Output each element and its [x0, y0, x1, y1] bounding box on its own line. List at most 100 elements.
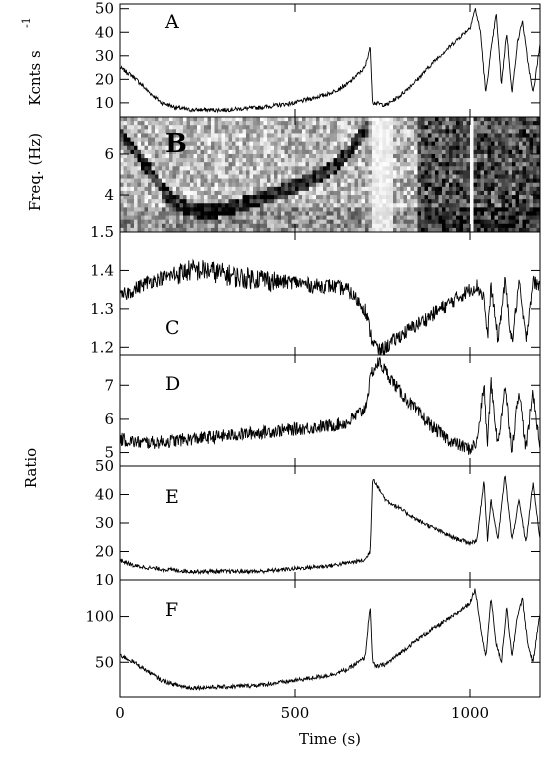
spectrum-cell [130, 190, 135, 196]
spectrum-cell [253, 219, 257, 225]
spectrum-cell [263, 203, 268, 208]
spectrum-cell [183, 158, 187, 163]
spectrum-cell [190, 186, 194, 192]
spectrum-cell [393, 203, 397, 208]
spectrum-cell [151, 211, 156, 216]
spectrum-cell [515, 190, 520, 196]
spectrum-cell [235, 170, 240, 175]
spectrum-cell [323, 133, 327, 138]
spectrum-cell [221, 178, 226, 184]
spectrum-cell [498, 178, 502, 184]
spectrum-cell [424, 174, 429, 180]
spectrum-cell [295, 166, 299, 171]
spectrum-cell [319, 166, 324, 171]
spectrum-cell [211, 141, 215, 147]
spectrum-cell [225, 207, 229, 212]
spectrum-cell [494, 207, 499, 212]
spectrum-cell [508, 186, 513, 192]
spectrum-cell [347, 141, 352, 147]
spectrum-cell [442, 207, 446, 212]
spectrum-cell [389, 137, 394, 143]
spectrum-cell [179, 227, 184, 232]
spectrum-cell [221, 211, 226, 216]
spectrum-cell [263, 186, 268, 192]
spectrum-cell [512, 182, 516, 188]
spectrum-cell [130, 199, 135, 204]
spectrum-cell [410, 182, 415, 188]
spectrum-cell [519, 203, 523, 208]
spectrum-cell [270, 137, 275, 143]
spectrum-cell [463, 203, 467, 208]
spectrum-cell [323, 158, 327, 163]
spectrum-cell [456, 178, 460, 184]
spectrum-cell [148, 178, 152, 184]
spectrum-cell [501, 117, 506, 122]
spectrum-cell [253, 215, 257, 221]
spectrum-cell [123, 129, 128, 134]
spectrum-cell [449, 125, 453, 130]
spectrum-cell [144, 186, 149, 192]
spectrum-cell [186, 133, 191, 138]
spectrum-cell [288, 215, 292, 221]
spectrum-cell [193, 203, 198, 208]
spectrum-cell [246, 190, 250, 196]
spectrum-cell [372, 223, 376, 229]
spectrum-cell [263, 141, 268, 147]
spectrum-cell [449, 153, 453, 159]
spectrum-cell [260, 203, 264, 208]
spectrum-cell [130, 145, 135, 151]
spectrum-cell [494, 211, 499, 216]
spectrum-cell [256, 133, 261, 138]
spectrum-cell [232, 174, 236, 180]
spectrum-cell [386, 219, 390, 225]
spectrum-cell [305, 203, 310, 208]
spectrum-cell [386, 190, 390, 196]
spectrum-cell [204, 186, 208, 192]
spectrum-cell [400, 158, 404, 163]
spectrum-cell [270, 227, 275, 232]
spectrum-cell [508, 215, 513, 221]
spectrum-cell [260, 141, 264, 147]
spectrum-cell [428, 223, 432, 229]
spectrum-cell [270, 190, 275, 196]
spectrum-cell [508, 182, 513, 188]
spectrum-cell [319, 153, 324, 159]
spectrum-cell [123, 153, 128, 159]
spectrum-cell [172, 121, 177, 126]
spectrum-cell [347, 170, 352, 175]
spectrum-cell [281, 137, 285, 143]
spectrum-cell [225, 166, 229, 171]
spectrum-cell [120, 149, 124, 155]
spectrum-cell [176, 129, 180, 134]
spectrum-cell [326, 141, 331, 147]
spectrum-cell [120, 182, 124, 188]
spectrum-cell [421, 215, 425, 221]
spectrum-cell [351, 137, 355, 143]
spectrum-cell [225, 149, 229, 155]
spectrum-cell [382, 170, 387, 175]
spectrum-cell [169, 219, 173, 225]
spectrum-cell [424, 129, 429, 134]
spectrum-cell [179, 166, 184, 171]
spectrum-cell [372, 129, 376, 134]
spectrum-cell [536, 174, 540, 180]
spectrum-cell [169, 153, 173, 159]
spectrum-cell [281, 133, 285, 138]
spectrum-cell [526, 125, 530, 130]
spectrum-cell [281, 227, 285, 232]
spectrum-cell [515, 203, 520, 208]
spectrum-cell [389, 166, 394, 171]
spectrum-cell [239, 174, 243, 180]
spectrum-cell [155, 162, 159, 167]
spectrum-cell [183, 203, 187, 208]
spectrum-cell [267, 121, 271, 126]
spectrum-cell [193, 153, 198, 159]
spectrum-cell [396, 182, 401, 188]
spectrum-cell [361, 182, 366, 188]
spectrum-cell [239, 117, 243, 122]
spectrum-cell [473, 170, 478, 175]
spectrum-cell [498, 190, 502, 196]
spectrum-cell [358, 129, 362, 134]
spectrum-cell [316, 121, 320, 126]
spectrum-cell [501, 227, 506, 232]
